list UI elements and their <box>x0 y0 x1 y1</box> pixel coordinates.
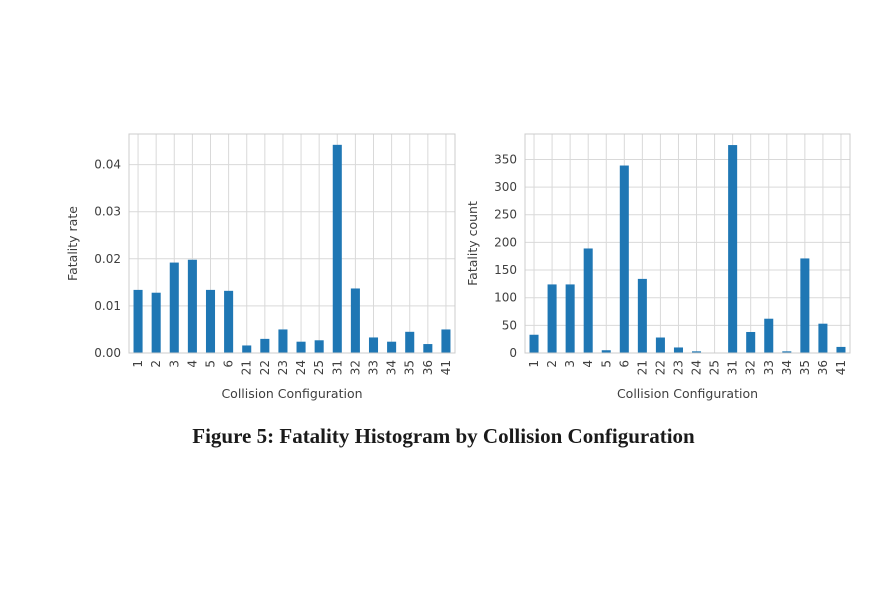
x-tick-label: 25 <box>312 360 326 375</box>
bar <box>601 350 611 353</box>
y-tick-label: 0.01 <box>94 299 121 313</box>
bar <box>187 259 197 353</box>
bar <box>583 248 593 353</box>
bar <box>151 292 161 353</box>
bar <box>350 288 360 353</box>
bar <box>296 341 306 353</box>
x-axis-label: Collision Configuration <box>221 386 362 401</box>
y-tick-label: 0.03 <box>94 205 121 219</box>
x-tick-label: 36 <box>421 360 435 375</box>
y-tick-label: 350 <box>494 152 517 166</box>
y-tick-label: 0.00 <box>94 346 121 360</box>
y-tick-label: 50 <box>502 318 517 332</box>
x-tick-label: 5 <box>204 360 218 368</box>
x-tick-label: 1 <box>527 360 541 368</box>
x-tick-label: 6 <box>617 360 631 368</box>
bar <box>169 262 179 353</box>
x-tick-label: 2 <box>545 360 559 368</box>
y-tick-label: 150 <box>494 263 517 277</box>
plot-frame <box>524 133 851 354</box>
x-tick-label: 35 <box>798 360 812 375</box>
bar <box>836 346 846 353</box>
x-tick-label: 5 <box>599 360 613 368</box>
y-axis-label: Fatality count <box>465 201 480 286</box>
bar <box>205 289 216 353</box>
bar <box>565 284 575 353</box>
x-tick-label: 4 <box>185 360 199 368</box>
y-tick-label: 0.02 <box>94 252 121 266</box>
bar <box>368 337 379 353</box>
bar <box>405 331 415 353</box>
x-tick-label: 3 <box>167 360 181 368</box>
bar <box>692 351 702 353</box>
x-tick-label: 41 <box>439 360 453 375</box>
bar <box>314 340 324 353</box>
y-tick-label: 0 <box>509 346 517 360</box>
x-tick-label: 31 <box>726 360 740 375</box>
x-tick-label: 32 <box>744 360 758 375</box>
x-tick-label: 2 <box>149 360 163 368</box>
x-tick-label: 33 <box>367 360 381 375</box>
x-tick-label: 34 <box>385 360 399 375</box>
bar <box>242 345 252 353</box>
x-tick-label: 41 <box>834 360 848 375</box>
x-tick-label: 6 <box>222 360 236 368</box>
y-tick-label: 0.04 <box>94 158 121 172</box>
y-tick-label: 250 <box>494 208 517 222</box>
x-tick-label: 34 <box>780 360 794 375</box>
bar <box>619 165 629 353</box>
x-tick-label: 36 <box>816 360 830 375</box>
y-tick-label: 300 <box>494 180 517 194</box>
x-tick-label: 31 <box>330 360 344 375</box>
bar <box>782 351 792 353</box>
y-tick-label: 100 <box>494 291 517 305</box>
x-tick-label: 21 <box>635 360 649 375</box>
bar <box>746 331 756 353</box>
x-tick-label: 3 <box>563 360 577 368</box>
x-tick-label: 24 <box>690 360 704 375</box>
plot-frame <box>128 133 456 354</box>
bar <box>547 284 557 353</box>
x-tick-label: 24 <box>294 360 308 375</box>
bar <box>764 318 774 353</box>
bar <box>800 258 810 353</box>
bar <box>637 278 647 353</box>
bar <box>278 329 288 353</box>
bar <box>818 323 828 353</box>
x-tick-label: 33 <box>762 360 776 375</box>
bar <box>332 144 342 353</box>
bar <box>529 334 539 353</box>
x-tick-label: 22 <box>653 360 667 375</box>
x-tick-label: 35 <box>403 360 417 375</box>
bar <box>728 145 738 353</box>
x-tick-label: 1 <box>131 360 145 368</box>
y-axis-label: Fatality rate <box>65 206 80 281</box>
bar <box>423 344 433 353</box>
bar <box>133 289 143 353</box>
bar <box>673 347 683 353</box>
figure-caption: Figure 5: Fatality Histogram by Collisio… <box>192 424 695 448</box>
x-tick-label: 25 <box>708 360 722 375</box>
x-tick-label: 32 <box>348 360 362 375</box>
x-tick-label: 23 <box>671 360 685 375</box>
bar <box>387 341 397 353</box>
bar <box>441 329 451 353</box>
bar <box>260 338 270 353</box>
x-tick-label: 4 <box>581 360 595 368</box>
x-tick-label: 22 <box>258 360 272 375</box>
bar <box>224 290 234 353</box>
x-tick-label: 21 <box>240 360 254 375</box>
x-axis-label: Collision Configuration <box>617 386 758 401</box>
bar <box>655 337 665 353</box>
y-tick-label: 200 <box>494 235 517 249</box>
x-tick-label: 23 <box>276 360 290 375</box>
